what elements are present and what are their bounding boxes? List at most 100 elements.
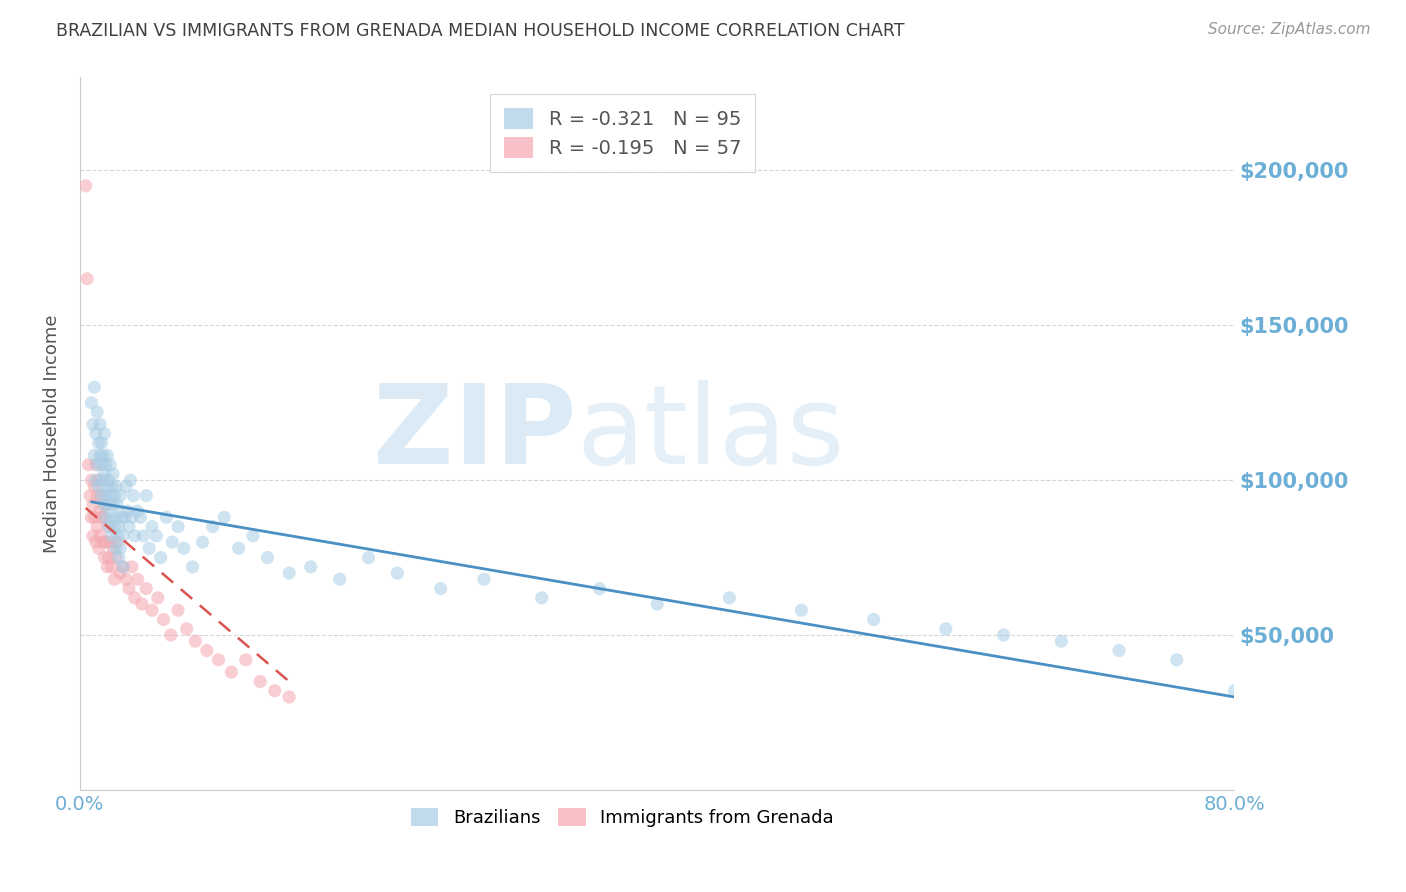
Point bbox=[80, 473, 103, 487]
Text: BRAZILIAN VS IMMIGRANTS FROM GRENADA MEDIAN HOUSEHOLD INCOME CORRELATION CHART: BRAZILIAN VS IMMIGRANTS FROM GRENADA MED… bbox=[56, 22, 904, 40]
Point bbox=[146, 591, 169, 605]
Point bbox=[176, 622, 198, 636]
Point bbox=[111, 510, 134, 524]
Point bbox=[79, 489, 101, 503]
Point bbox=[242, 529, 264, 543]
Point bbox=[105, 535, 128, 549]
Point bbox=[145, 529, 167, 543]
Point bbox=[207, 653, 229, 667]
Point bbox=[249, 674, 271, 689]
Point bbox=[84, 473, 107, 487]
Text: ZIP: ZIP bbox=[373, 380, 576, 487]
Point bbox=[93, 426, 115, 441]
Point bbox=[86, 405, 108, 419]
Point bbox=[112, 529, 135, 543]
Point bbox=[127, 504, 149, 518]
Point bbox=[191, 535, 214, 549]
Point bbox=[124, 591, 146, 605]
Point bbox=[124, 529, 146, 543]
Point bbox=[135, 489, 157, 503]
Point bbox=[645, 597, 668, 611]
Point bbox=[83, 510, 105, 524]
Point bbox=[114, 510, 136, 524]
Point bbox=[1108, 643, 1130, 657]
Point bbox=[122, 489, 145, 503]
Point bbox=[1050, 634, 1073, 648]
Point bbox=[299, 560, 322, 574]
Point bbox=[105, 498, 128, 512]
Point bbox=[94, 498, 117, 512]
Point bbox=[132, 529, 155, 543]
Point bbox=[120, 473, 142, 487]
Point bbox=[90, 458, 112, 472]
Point bbox=[112, 560, 135, 574]
Point bbox=[87, 436, 110, 450]
Point bbox=[89, 448, 111, 462]
Point bbox=[98, 535, 121, 549]
Point bbox=[89, 504, 111, 518]
Point bbox=[152, 613, 174, 627]
Point bbox=[167, 519, 190, 533]
Point bbox=[159, 628, 181, 642]
Point bbox=[118, 582, 141, 596]
Point bbox=[86, 489, 108, 503]
Point bbox=[93, 550, 115, 565]
Point bbox=[862, 613, 884, 627]
Text: Source: ZipAtlas.com: Source: ZipAtlas.com bbox=[1208, 22, 1371, 37]
Legend: Brazilians, Immigrants from Grenada: Brazilians, Immigrants from Grenada bbox=[404, 800, 841, 834]
Point bbox=[718, 591, 741, 605]
Point bbox=[221, 665, 243, 680]
Point bbox=[103, 489, 125, 503]
Point bbox=[117, 504, 139, 518]
Point bbox=[89, 417, 111, 432]
Point bbox=[98, 489, 121, 503]
Point bbox=[83, 479, 105, 493]
Point bbox=[104, 541, 127, 556]
Point bbox=[97, 519, 120, 533]
Point bbox=[80, 395, 103, 409]
Point bbox=[101, 541, 124, 556]
Point bbox=[167, 603, 190, 617]
Point bbox=[129, 510, 152, 524]
Point bbox=[86, 519, 108, 533]
Point bbox=[96, 448, 118, 462]
Point bbox=[149, 550, 172, 565]
Point bbox=[87, 479, 110, 493]
Point bbox=[105, 529, 128, 543]
Point bbox=[82, 529, 104, 543]
Point bbox=[110, 489, 132, 503]
Point bbox=[138, 541, 160, 556]
Point bbox=[82, 417, 104, 432]
Point bbox=[588, 582, 610, 596]
Point bbox=[100, 560, 122, 574]
Point bbox=[108, 519, 131, 533]
Point bbox=[201, 519, 224, 533]
Point bbox=[97, 473, 120, 487]
Point bbox=[82, 498, 104, 512]
Point bbox=[94, 510, 117, 524]
Point bbox=[84, 535, 107, 549]
Point bbox=[100, 510, 122, 524]
Point bbox=[97, 519, 120, 533]
Point bbox=[103, 519, 125, 533]
Point bbox=[228, 541, 250, 556]
Point bbox=[256, 550, 278, 565]
Point bbox=[97, 498, 120, 512]
Point bbox=[530, 591, 553, 605]
Point bbox=[993, 628, 1015, 642]
Point bbox=[104, 510, 127, 524]
Point bbox=[90, 489, 112, 503]
Point bbox=[90, 489, 112, 503]
Point bbox=[112, 560, 135, 574]
Point bbox=[91, 473, 114, 487]
Point bbox=[184, 634, 207, 648]
Point bbox=[101, 498, 124, 512]
Point bbox=[387, 566, 409, 580]
Point bbox=[173, 541, 195, 556]
Point bbox=[108, 550, 131, 565]
Point bbox=[89, 529, 111, 543]
Point bbox=[103, 572, 125, 586]
Point bbox=[278, 566, 301, 580]
Point bbox=[94, 489, 117, 503]
Point bbox=[131, 597, 153, 611]
